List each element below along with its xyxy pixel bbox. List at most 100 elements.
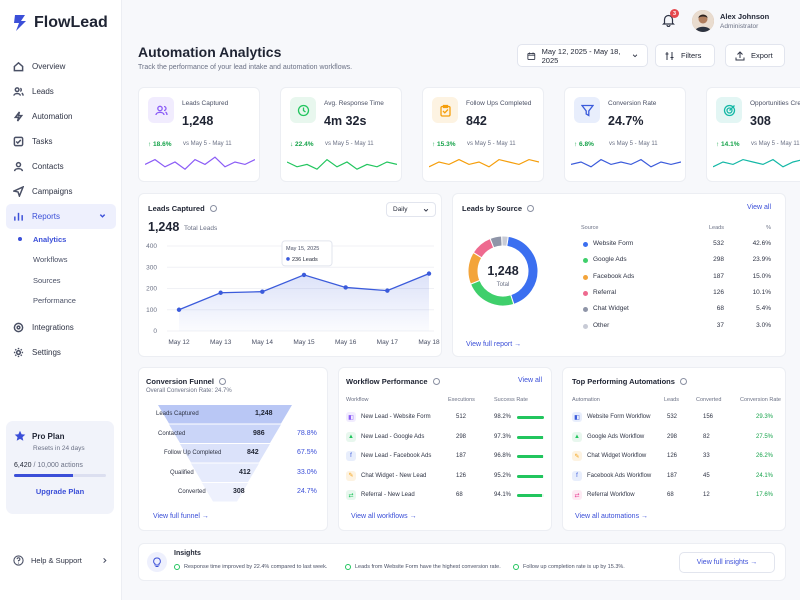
data-point[interactable]: [260, 289, 265, 294]
sidebar-subitem-performance[interactable]: Performance: [33, 296, 76, 306]
source-name: Website Form: [593, 240, 634, 247]
automation-leads: 532: [667, 414, 678, 420]
view-all-sources-link[interactable]: View all: [747, 204, 771, 211]
funnel-stage[interactable]: Follow Up Completed 842 67.5%: [139, 444, 329, 463]
sidebar-item-tasks[interactable]: Tasks: [0, 129, 122, 154]
source-row[interactable]: Website Form 532 42.6%: [581, 239, 771, 254]
page-title: Automation Analytics: [138, 44, 282, 60]
legend-dot: [583, 307, 588, 313]
logo[interactable]: FlowLead: [12, 14, 108, 32]
sidebar-item-leads[interactable]: Leads: [0, 79, 122, 104]
period-select-value: Daily: [393, 206, 408, 213]
notifications-button[interactable]: 3: [662, 9, 679, 32]
legend-dot: [583, 258, 588, 264]
export-button[interactable]: Export: [725, 44, 785, 67]
tooltip-date: May 15, 2025: [286, 246, 319, 252]
source-row[interactable]: Other 37 3.0%: [581, 321, 771, 336]
col-success-rate: Success Rate: [494, 397, 528, 403]
avatar[interactable]: [692, 10, 714, 32]
table-row[interactable]: ✎ Chat Widget Workflow 126 33 26.2%: [563, 447, 787, 467]
kpi-card[interactable]: Avg. Response Time 4m 32s ↓ 22.4% vs May…: [280, 87, 402, 182]
table-row[interactable]: ⇄ Referral Workflow 68 12 17.6%: [563, 486, 787, 506]
data-point[interactable]: [385, 288, 390, 293]
table-row[interactable]: ◧ New Lead - Website Form 512 98.2%: [339, 408, 553, 428]
view-full-report-link[interactable]: View full report →: [466, 341, 522, 348]
funnel-stage[interactable]: Converted 308 24.7%: [139, 483, 329, 502]
sidebar-item-settings[interactable]: Settings: [0, 340, 122, 365]
sidebar-subitem-sources[interactable]: Sources: [33, 275, 61, 285]
funnel-stage[interactable]: Contacted 986 78.8%: [139, 425, 329, 444]
panel-title: Leads Captured: [148, 204, 205, 213]
funnel-stage-label: Qualified: [170, 469, 194, 476]
kpi-card[interactable]: Leads Captured 1,248 ↑ 18.6% vs May 5 - …: [138, 87, 260, 182]
source-row[interactable]: Referral 126 10.1%: [581, 288, 771, 303]
table-row[interactable]: ⇄ Referral - New Lead 68 94.1%: [339, 486, 553, 506]
source-pct: 23.9%: [752, 256, 771, 264]
success-rate-bar-fill: [517, 474, 543, 478]
source-name: Google Ads: [593, 256, 627, 264]
sidebar-item-overview[interactable]: Overview: [0, 54, 122, 79]
data-point[interactable]: [176, 307, 182, 312]
data-point[interactable]: [218, 290, 223, 295]
source-row[interactable]: Chat Widget 68 5.4%: [581, 304, 771, 319]
source-row[interactable]: Facebook Ads 187 15.0%: [581, 272, 771, 287]
sidebar-item-reports[interactable]: Reports: [6, 204, 116, 229]
help-support-link[interactable]: Help & Support: [13, 555, 108, 566]
col-converted: Converted: [696, 397, 722, 403]
table-row[interactable]: ▲ New Lead - Google Ads 298 97.3%: [339, 428, 553, 448]
automation-conversion-rate: 24.1%: [756, 472, 774, 479]
sidebar-subitem-workflows[interactable]: Workflows: [33, 255, 68, 265]
table-row[interactable]: f Facebook Ads Workflow 187 45 24.1%: [563, 467, 787, 487]
source-row[interactable]: Google Ads 298 23.9%: [581, 255, 771, 270]
view-all-automations-link[interactable]: View all automations →: [575, 513, 649, 520]
clock-icon: [290, 97, 316, 123]
view-all-workflows-link[interactable]: View all workflows →: [351, 513, 417, 520]
table-row[interactable]: ✎ Chat Widget - New Lead 126 95.2%: [339, 467, 553, 487]
kpi-card[interactable]: Follow Ups Completed 842 ↑ 15.3% vs May …: [422, 87, 544, 182]
info-icon[interactable]: [527, 205, 535, 212]
kpi-card[interactable]: Conversion Rate 24.7% ↑ 6.8% vs May 5 - …: [564, 87, 686, 182]
automation-conversion-rate: 27.5%: [756, 433, 774, 440]
table-row[interactable]: f New Lead - Facebook Ads 187 96.8%: [339, 447, 553, 467]
info-icon[interactable]: [218, 378, 226, 385]
date-range-picker[interactable]: May 12, 2025 - May 18, 2025: [517, 44, 648, 67]
sidebar-item-contacts[interactable]: Contacts: [0, 154, 122, 179]
kpi-label: Opportunities Created: [750, 100, 800, 107]
data-point[interactable]: [301, 272, 307, 278]
kpi-card[interactable]: Opportunities Created 308 ↑ 14.1% vs May…: [706, 87, 800, 182]
table-row[interactable]: ◧ Website Form Workflow 532 156 29.3%: [563, 408, 787, 428]
kpi-value: 842: [466, 114, 487, 128]
success-rate-bar: [517, 435, 544, 439]
x-tick-label: May 18: [418, 339, 440, 346]
funnel-stage[interactable]: Qualified 412 33.0%: [139, 464, 329, 483]
period-select[interactable]: Daily: [386, 202, 436, 217]
sidebar-subitem-analytics[interactable]: Analytics: [0, 229, 122, 250]
data-point[interactable]: [426, 271, 432, 276]
pro-plan-reset: Resets in 24 days: [33, 445, 85, 452]
x-tick-label: May 14: [252, 339, 274, 346]
panel-title: Leads by Source: [462, 204, 523, 213]
funnel-stage-shape: [202, 483, 248, 502]
table-row[interactable]: ▲ Google Ads Workflow 298 82 27.5%: [563, 428, 787, 448]
sparkline-path: [145, 156, 255, 170]
sidebar-item-campaigns[interactable]: Campaigns: [0, 179, 122, 204]
donut-slice[interactable]: [501, 235, 509, 247]
funnel-stage[interactable]: Leads Captured 1,248: [139, 405, 329, 424]
automation-leads: 298: [667, 433, 678, 440]
check-icon: [345, 564, 351, 570]
view-full-insights-button[interactable]: View full insights →: [679, 552, 775, 573]
total-leads-value: 1,248: [148, 220, 180, 234]
source-name: Other: [593, 321, 610, 329]
sidebar-item-automation[interactable]: Automation: [0, 104, 122, 129]
upgrade-plan-button[interactable]: Upgrade Plan: [35, 487, 85, 496]
sidebar-item-integrations[interactable]: Integrations: [0, 315, 122, 340]
info-icon[interactable]: [679, 378, 687, 385]
data-point[interactable]: [343, 285, 348, 290]
funnel-stage-pct: 33.0%: [297, 468, 317, 476]
kpi-comparison: vs May 5 - May 11: [183, 141, 232, 147]
filters-button[interactable]: Filters: [655, 44, 715, 67]
info-icon[interactable]: [432, 378, 440, 385]
info-icon[interactable]: [209, 205, 217, 212]
view-full-funnel-link[interactable]: View full funnel →: [153, 513, 209, 520]
view-all-workflows-top-link[interactable]: View all: [518, 377, 542, 384]
